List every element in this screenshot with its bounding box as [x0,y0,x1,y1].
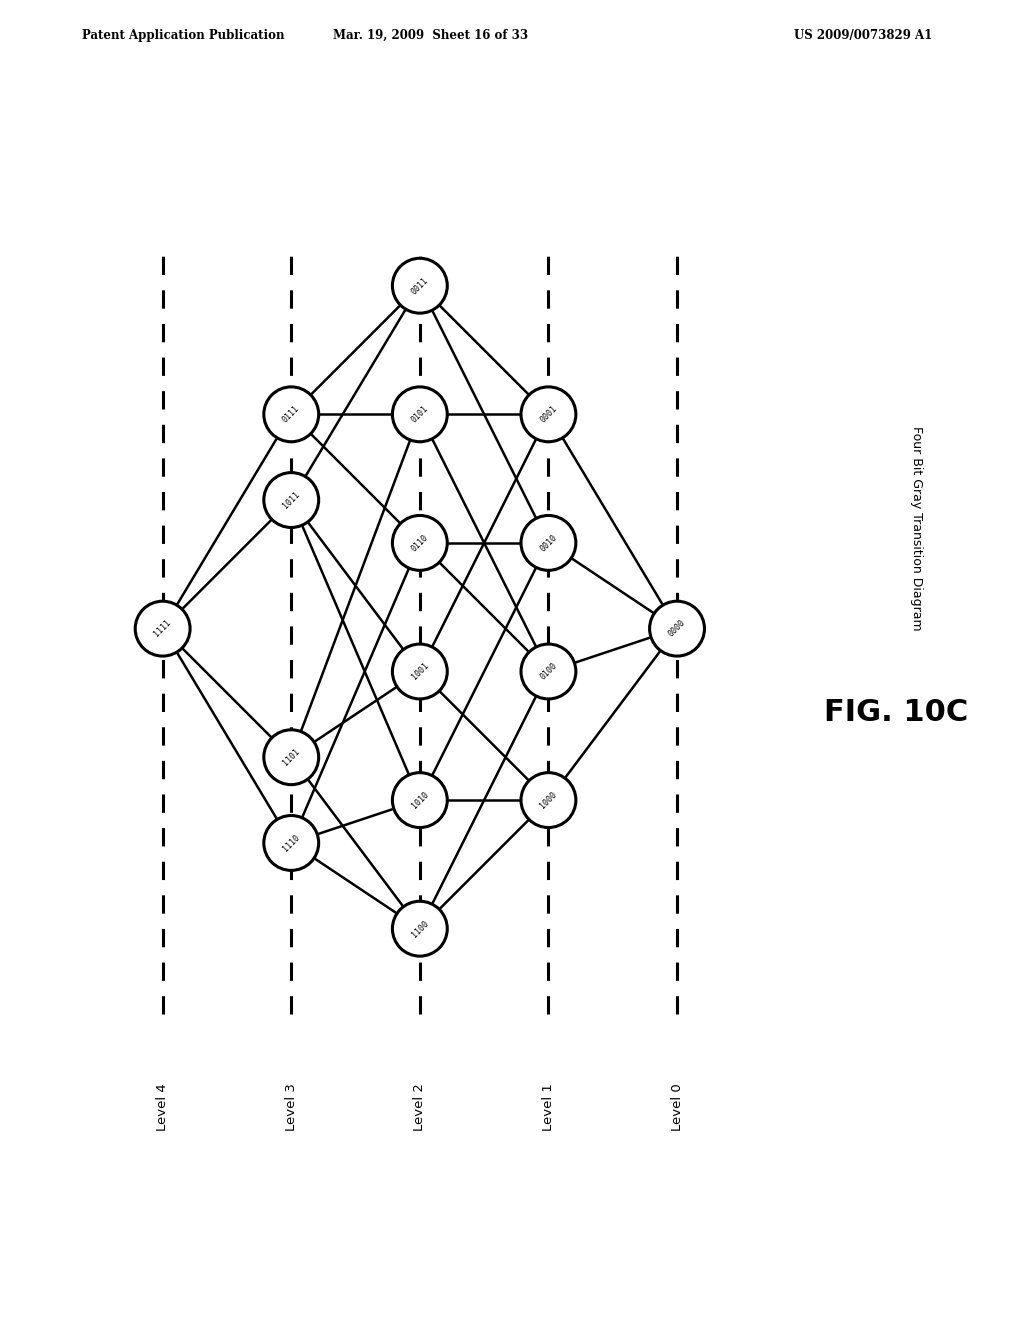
Text: 1011: 1011 [281,490,301,511]
Text: 0110: 0110 [410,533,430,553]
Text: 0001: 0001 [539,404,559,425]
Text: Level 4: Level 4 [156,1082,169,1131]
Circle shape [392,516,447,570]
Circle shape [264,730,318,784]
Text: 1101: 1101 [281,747,301,767]
Text: 1000: 1000 [539,789,559,810]
Text: Level 3: Level 3 [285,1082,298,1131]
Text: 0010: 0010 [539,533,559,553]
Circle shape [521,387,575,442]
Text: Patent Application Publication: Patent Application Publication [82,29,285,42]
Circle shape [264,473,318,528]
Text: Level 1: Level 1 [542,1082,555,1131]
Circle shape [392,902,447,956]
Circle shape [392,387,447,442]
Circle shape [649,601,705,656]
Text: 1010: 1010 [410,789,430,810]
Circle shape [521,516,575,570]
Circle shape [392,259,447,313]
Text: 1110: 1110 [281,833,301,853]
Circle shape [521,644,575,698]
Text: 1111: 1111 [153,618,173,639]
Text: US 2009/0073829 A1: US 2009/0073829 A1 [794,29,932,42]
Circle shape [521,772,575,828]
Text: 0100: 0100 [539,661,559,681]
Circle shape [264,816,318,870]
Text: Four Bit Gray Transition Diagram: Four Bit Gray Transition Diagram [910,425,923,631]
Circle shape [264,387,318,442]
Text: 1100: 1100 [410,919,430,939]
Circle shape [392,772,447,828]
Text: Level 0: Level 0 [671,1082,684,1131]
Text: 0101: 0101 [410,404,430,425]
Text: 0000: 0000 [667,618,687,639]
Text: 1001: 1001 [410,661,430,681]
Text: Level 2: Level 2 [414,1082,426,1131]
Text: FIG. 10C: FIG. 10C [824,698,968,727]
Text: 0111: 0111 [281,404,301,425]
Circle shape [135,601,190,656]
Text: 0011: 0011 [410,276,430,296]
Text: Mar. 19, 2009  Sheet 16 of 33: Mar. 19, 2009 Sheet 16 of 33 [333,29,527,42]
Circle shape [392,644,447,698]
